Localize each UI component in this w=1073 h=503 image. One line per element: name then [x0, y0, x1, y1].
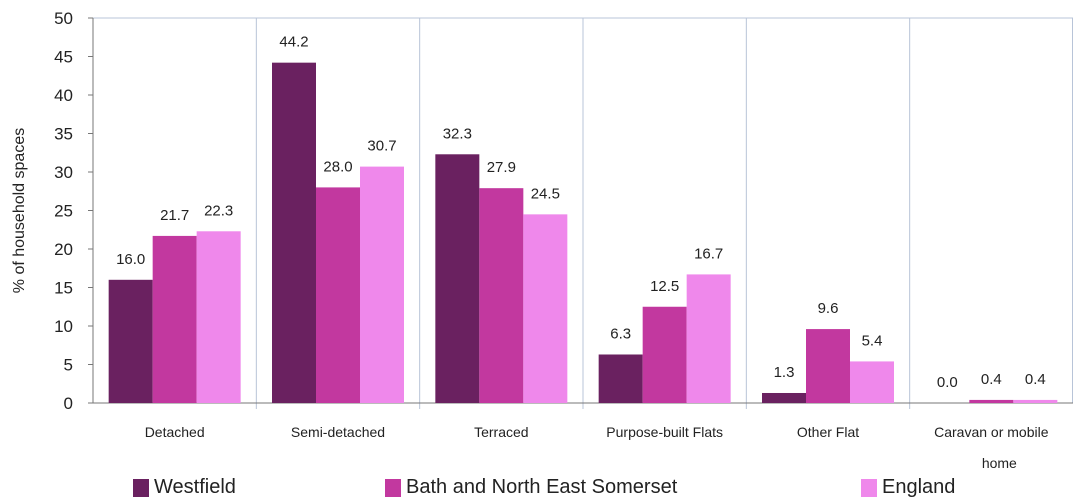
x-tick-label: Other Flat — [797, 424, 859, 440]
y-tick-label: 30 — [54, 163, 73, 182]
data-label: 16.7 — [694, 245, 723, 262]
x-tick-label: Terraced — [474, 424, 528, 440]
bar — [642, 306, 687, 403]
data-label: 9.6 — [818, 300, 839, 317]
data-label: 6.3 — [610, 325, 631, 342]
x-tick-label: Detached — [145, 424, 205, 440]
data-label: 12.5 — [650, 278, 679, 295]
legend-label-england: England — [882, 476, 956, 498]
data-label: 0.4 — [1025, 371, 1046, 388]
bar — [479, 188, 524, 403]
data-label: 21.7 — [160, 207, 189, 224]
data-label: 5.4 — [862, 332, 883, 349]
data-label: 22.3 — [204, 202, 233, 219]
y-tick-label: 0 — [64, 394, 73, 413]
data-label: 1.3 — [774, 364, 795, 381]
legend-item-england: England — [861, 476, 955, 499]
bar — [598, 354, 643, 403]
legend-label-banes: Bath and North East Somerset — [406, 476, 678, 498]
x-tick-label: Semi-detached — [291, 424, 385, 440]
y-tick-label: 15 — [54, 279, 73, 298]
y-tick-label: 40 — [54, 86, 73, 105]
bar — [686, 274, 731, 403]
bar — [316, 187, 360, 403]
legend-swatch-westfield — [133, 478, 149, 497]
y-tick-label: 5 — [64, 356, 73, 375]
bar — [152, 235, 197, 403]
y-tick-label: 50 — [54, 9, 73, 28]
bar — [523, 214, 568, 403]
data-label: 28.0 — [323, 158, 352, 175]
x-tick-label: Purpose-built Flats — [606, 424, 723, 440]
y-axis-title: % of household spaces — [11, 128, 28, 293]
legend-item-banes: Bath and North East Somerset — [385, 476, 677, 499]
y-tick-label: 35 — [54, 125, 73, 144]
y-tick-label: 45 — [54, 48, 73, 67]
bar — [435, 154, 480, 403]
legend-swatch-banes — [385, 478, 401, 497]
data-label: 0.0 — [937, 374, 958, 391]
data-label: 30.7 — [367, 138, 396, 155]
bar — [272, 62, 316, 403]
x-tick-label: home — [982, 455, 1017, 471]
y-tick-label: 20 — [54, 240, 73, 259]
legend: Westfield Bath and North East Somerset E… — [0, 472, 1073, 503]
y-tick-label: 10 — [54, 317, 73, 336]
y-tick-label: 25 — [54, 202, 73, 221]
bar — [108, 279, 153, 403]
bar — [360, 166, 404, 403]
data-label: 27.9 — [487, 159, 516, 176]
bar-chart: 0 5 10 15 20 25 30 35 40 45 50 % of household space… — [11, 9, 1073, 471]
bar — [850, 361, 894, 403]
data-label: 16.0 — [116, 251, 145, 268]
bar — [969, 399, 1014, 403]
legend-label-westfield: Westfield — [154, 476, 236, 498]
bar — [1013, 399, 1058, 403]
bar — [806, 329, 850, 403]
bar — [762, 392, 806, 403]
legend-swatch-england — [861, 478, 877, 497]
data-label: 24.5 — [531, 185, 560, 202]
legend-item-westfield: Westfield — [133, 476, 236, 499]
bar — [196, 231, 241, 403]
data-label: 0.4 — [981, 371, 1002, 388]
data-label: 44.2 — [279, 34, 308, 51]
data-label: 32.3 — [443, 125, 472, 142]
x-tick-label: Caravan or mobile — [934, 424, 1049, 440]
